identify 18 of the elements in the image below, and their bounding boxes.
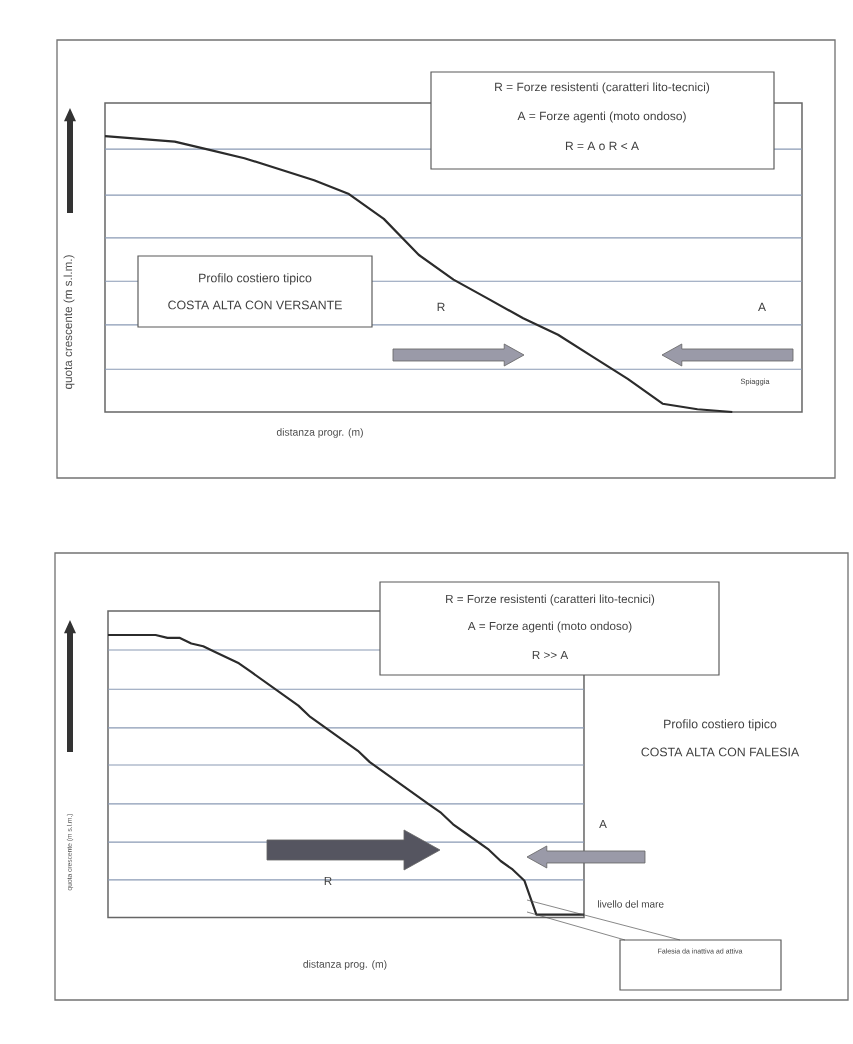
text: COSTA ALTA CON FALESIA: [641, 747, 800, 757]
annotation: R: [437, 302, 445, 312]
text: livello del mare: [598, 900, 664, 908]
annotation: A: [758, 302, 766, 312]
text: A = Forze agenti (moto ondoso): [517, 111, 686, 123]
text: Profilo costiero tipico: [664, 719, 777, 731]
y-axis-title: quota crescente (m s.l.m.): [63, 255, 75, 389]
text: A: [599, 819, 607, 829]
annotation: R = A o R < A: [565, 141, 639, 151]
text: A = Forze agenti (moto ondoso): [467, 621, 632, 633]
x-axis-title: distanza prog. (m): [303, 960, 387, 970]
x-axis-title: distanza progr. (m): [276, 428, 363, 438]
text: COSTA ALTA CON VERSANTE: [168, 300, 342, 310]
text: R = Forze resistenti (caratteri lito-tecnici): [495, 82, 710, 94]
text: Profilo costiero tipico: [199, 273, 312, 285]
annotation: R: [324, 876, 332, 886]
text: R = Forze resistenti (caratteri lito-tecnici): [446, 594, 655, 606]
annotation: R >> A: [532, 650, 569, 660]
